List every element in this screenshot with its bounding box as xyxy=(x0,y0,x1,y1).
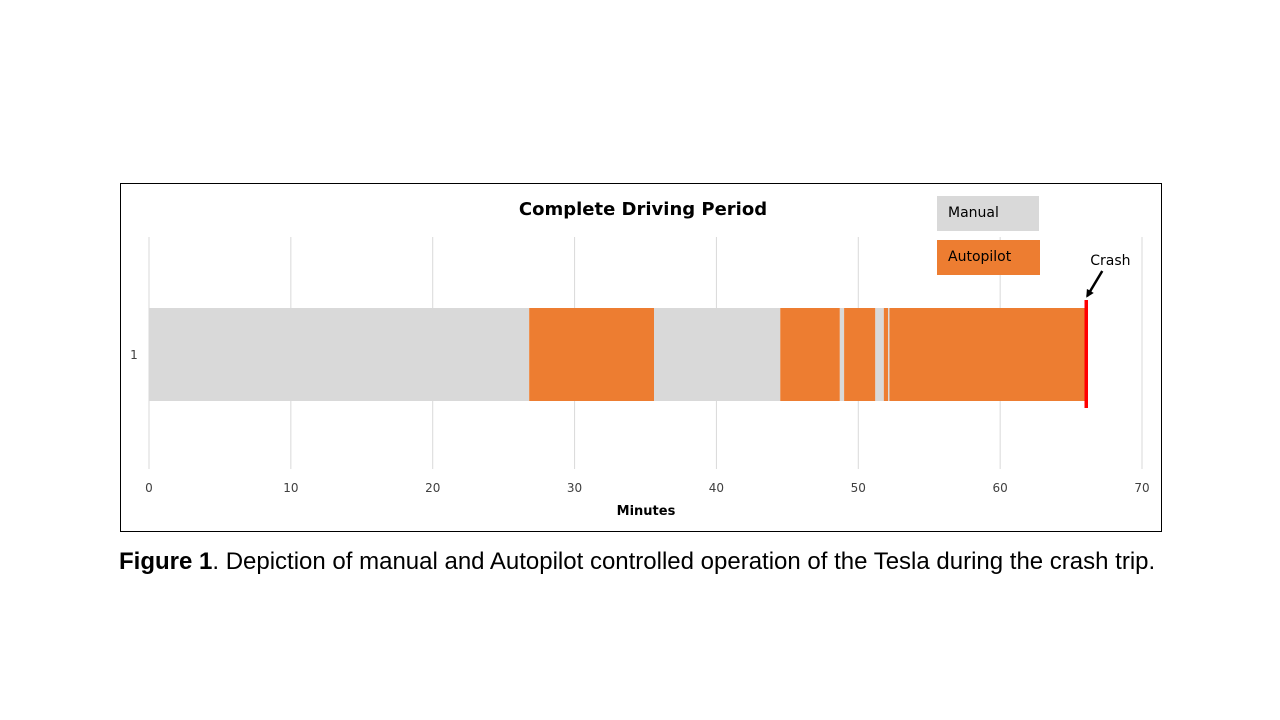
x-tick-label-40: 40 xyxy=(709,481,724,495)
legend-swatch-autopilot xyxy=(937,240,1040,275)
figure-label: Figure 1 xyxy=(119,548,213,575)
x-tick-label-50: 50 xyxy=(851,481,866,495)
bar-segment-manual-2 xyxy=(654,308,781,401)
x-tick-label-10: 10 xyxy=(283,481,298,495)
x-tick-label-20: 20 xyxy=(425,481,440,495)
bar-segment-manual-6 xyxy=(875,308,884,401)
bar-segment-autopilot-7 xyxy=(883,308,889,401)
bar-segment-autopilot-1 xyxy=(529,308,655,401)
figure-caption: Figure 1. Depiction of manual and Autopi… xyxy=(119,547,1158,576)
bar-segment-manual-8 xyxy=(888,308,890,401)
x-tick-label-70: 70 xyxy=(1134,481,1149,495)
crash-arrow-icon xyxy=(1086,270,1104,298)
bar-segment-manual-0 xyxy=(149,308,530,401)
chart-title: Complete Driving Period xyxy=(519,199,767,220)
legend-label-autopilot: Autopilot xyxy=(948,249,1012,265)
x-tick-label-0: 0 xyxy=(145,481,153,495)
crash-annotation-label: Crash xyxy=(1090,253,1130,269)
driving-period-chart: Crash 0 10 20 30 40 50 60 70 Complete Driving P… xyxy=(130,196,1150,519)
x-axis-label: Minutes xyxy=(617,504,676,519)
bar-segment-autopilot-9 xyxy=(889,308,1086,401)
chart-frame: Crash 0 10 20 30 40 50 60 70 Complete Driving P… xyxy=(120,183,1162,532)
legend-swatch-manual xyxy=(937,196,1039,231)
y-category-label: 1 xyxy=(130,348,138,362)
legend-label-manual: Manual xyxy=(948,205,999,221)
bar-segment-autopilot-5 xyxy=(844,308,876,401)
x-tick-label-60: 60 xyxy=(993,481,1008,495)
caption-text: . Depiction of manual and Autopilot cont… xyxy=(212,548,1156,575)
bar-segment-autopilot-3 xyxy=(780,308,840,401)
x-tick-label-30: 30 xyxy=(567,481,582,495)
bar-segment-manual-4 xyxy=(839,308,845,401)
legend: Manual Autopilot xyxy=(937,196,1040,275)
